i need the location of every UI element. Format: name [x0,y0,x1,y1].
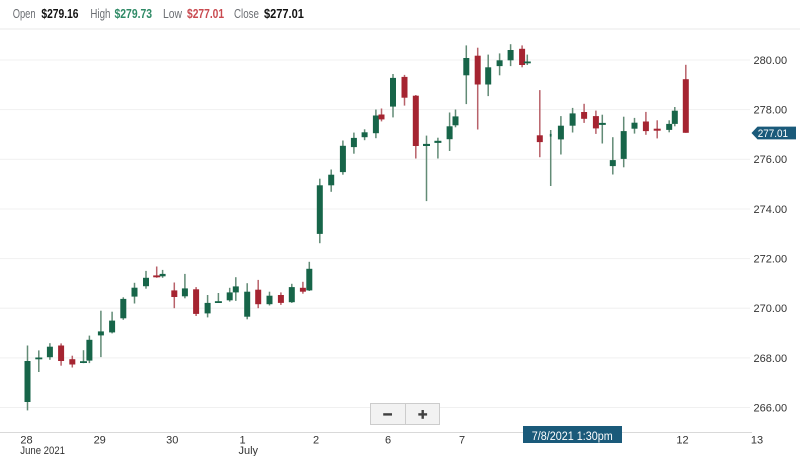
svg-text:13: 13 [751,435,763,447]
svg-text:Low: Low [163,7,183,21]
svg-text:7/8/2021 1:30pm: 7/8/2021 1:30pm [532,430,613,443]
svg-text:28: 28 [20,435,32,447]
svg-text:June 2021: June 2021 [20,445,65,456]
svg-text:1: 1 [239,435,245,447]
svg-text:30: 30 [166,435,178,447]
svg-text:2: 2 [313,435,319,447]
svg-text:7: 7 [459,435,465,447]
svg-text:268.00: 268.00 [754,353,788,365]
svg-text:High: High [90,8,110,22]
svg-text:$277.01: $277.01 [264,6,304,21]
svg-text:Close: Close [234,8,259,22]
svg-text:270.00: 270.00 [754,303,788,315]
svg-text:277.01: 277.01 [758,129,788,141]
svg-text:$277.01: $277.01 [187,7,225,21]
svg-text:29: 29 [94,435,106,447]
svg-text:272.00: 272.00 [754,254,788,266]
svg-text:276.00: 276.00 [754,154,788,166]
svg-text:$279.73: $279.73 [115,7,153,21]
svg-text:Open: Open [13,8,36,22]
svg-text:July: July [239,445,259,456]
svg-text:266.00: 266.00 [754,402,788,414]
svg-text:274.00: 274.00 [754,204,788,216]
svg-text:280.00: 280.00 [754,55,788,67]
svg-text:6: 6 [385,435,391,447]
svg-text:278.00: 278.00 [754,105,788,117]
svg-text:12: 12 [676,435,688,447]
svg-text:$279.16: $279.16 [41,7,79,21]
